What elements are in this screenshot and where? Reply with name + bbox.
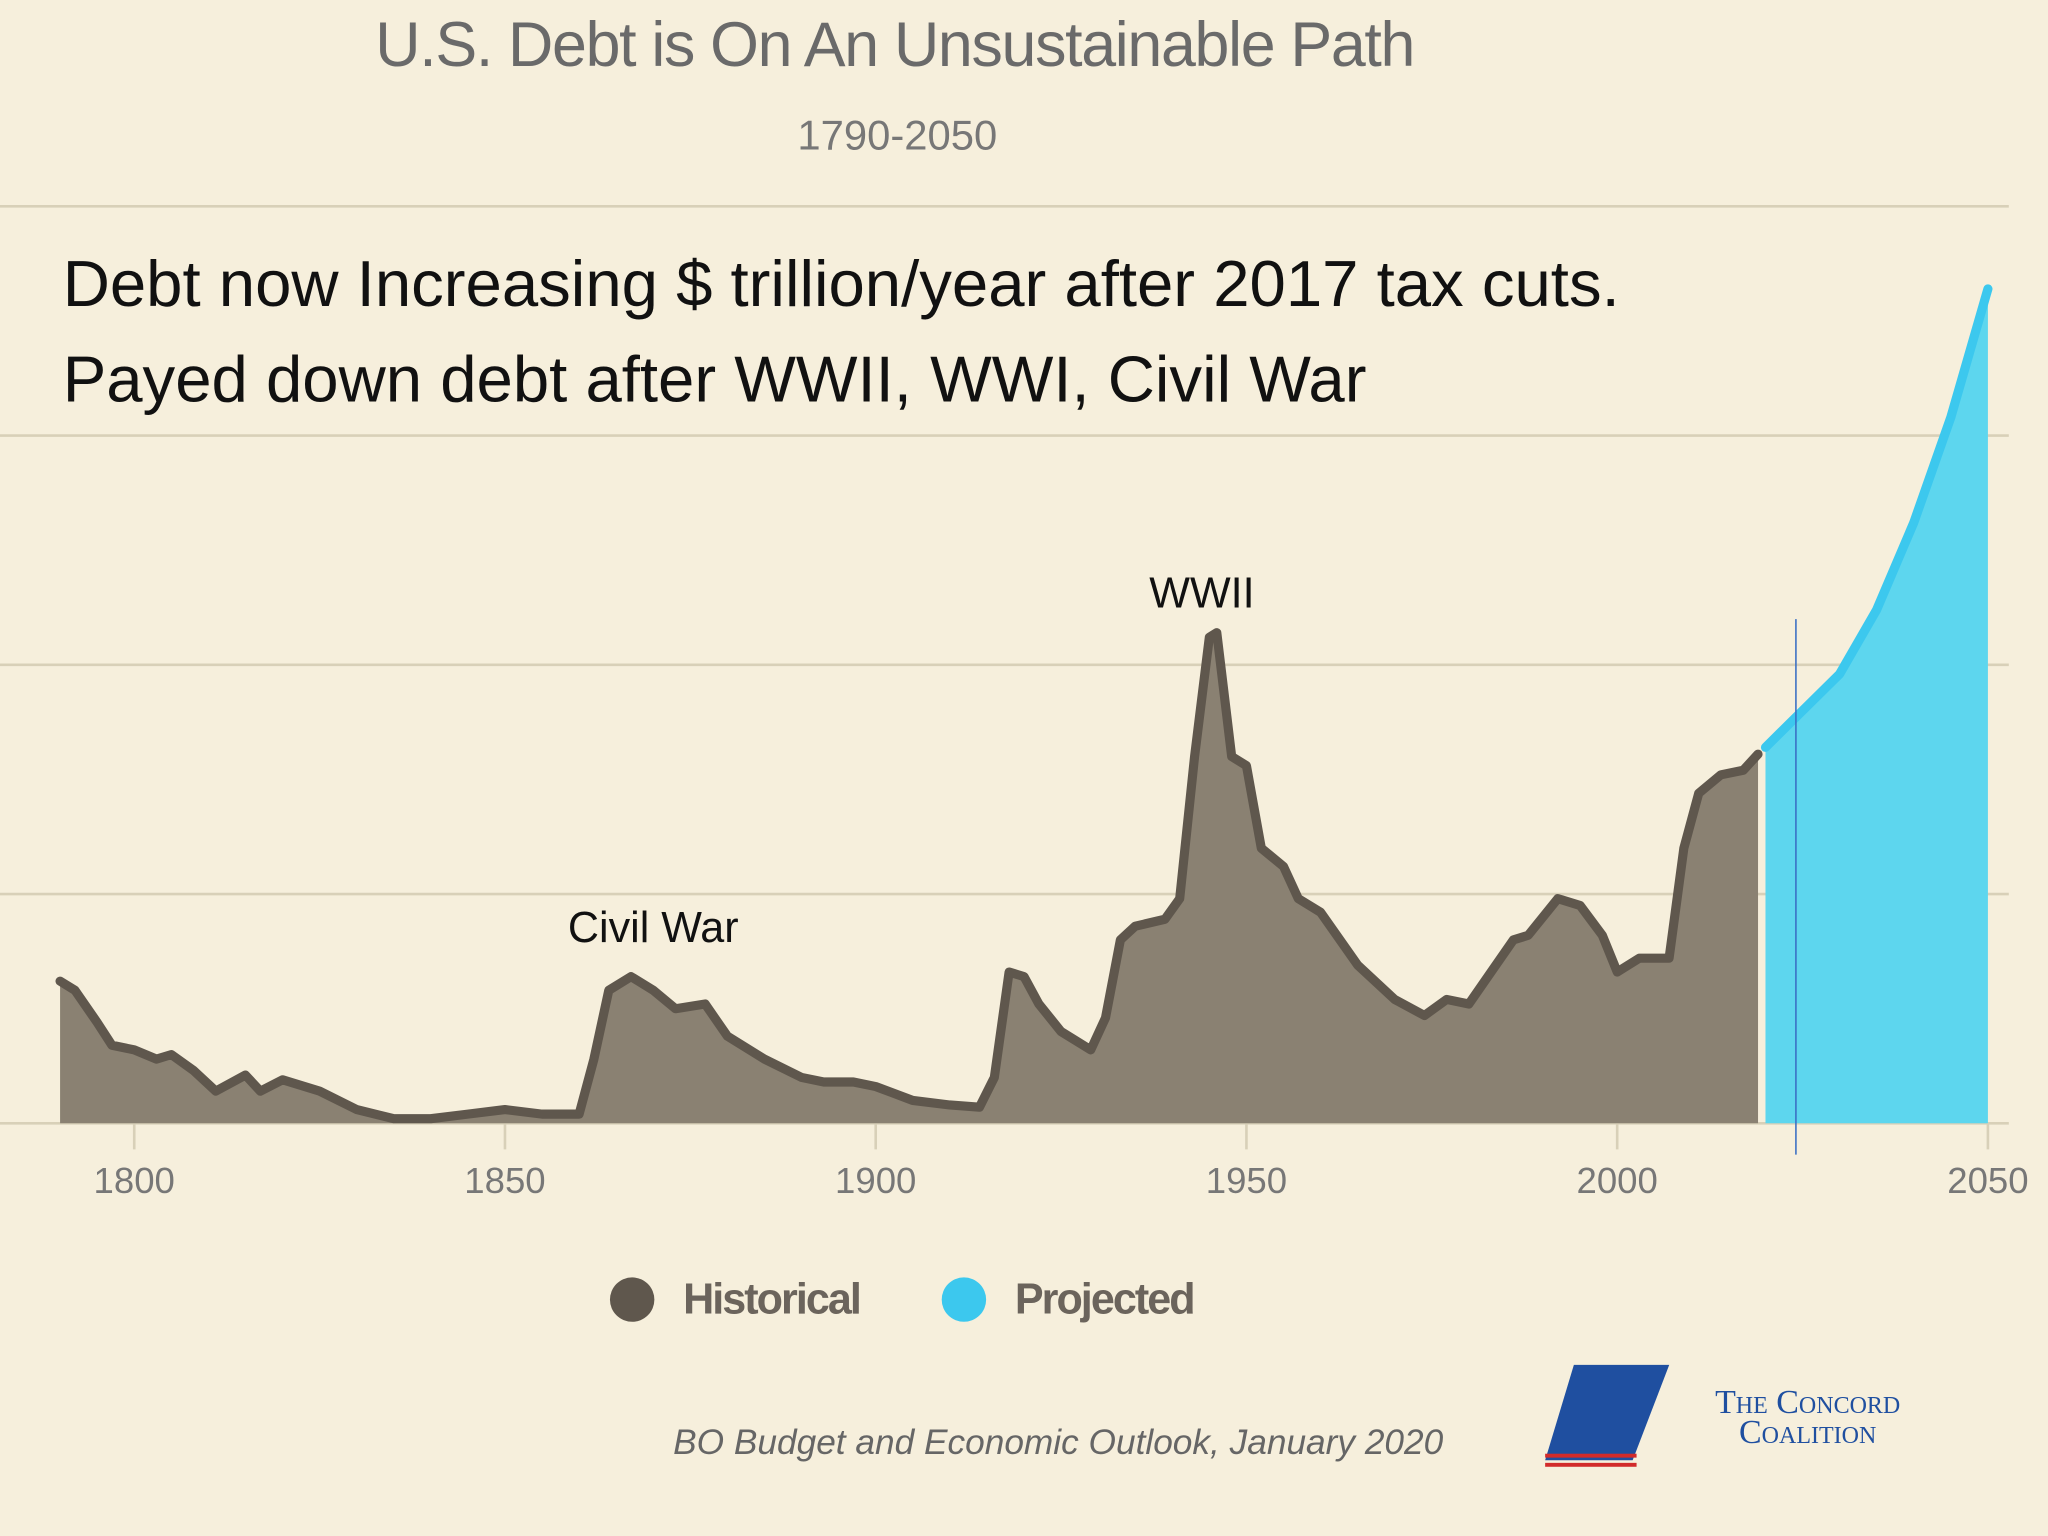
chart-subtitle: 1790-2050 <box>797 111 997 158</box>
logo-stripe <box>1545 1462 1637 1467</box>
x-tick-label: 1950 <box>1206 1160 1287 1201</box>
logo-text: Coalition <box>1739 1414 1876 1451</box>
x-tick-label: 1800 <box>94 1160 175 1201</box>
x-tick-label: 2000 <box>1577 1160 1658 1201</box>
x-tick-label: 1900 <box>835 1160 916 1201</box>
area <box>60 632 1759 1124</box>
legend-swatch <box>941 1277 987 1322</box>
headline: Payed down debt after WWII, WWI, Civil W… <box>63 342 1367 415</box>
source: BO Budget and Economic Outlook, January … <box>673 1423 1443 1462</box>
headline: Debt now Increasing $ trillion/year afte… <box>63 247 1620 320</box>
line <box>55 628 1763 1124</box>
plot <box>55 284 1993 1124</box>
logo: The Concord Coalition <box>1545 1364 1900 1467</box>
logo-shape <box>1545 1364 1670 1461</box>
overlay: 1800 1850 1900 1950 2000 2050 Historical Projec… <box>63 247 2029 1324</box>
logo-text: The Concord <box>1715 1384 1900 1421</box>
x-tick-label: 2050 <box>1947 1160 2028 1201</box>
annotation: Civil War <box>568 904 739 952</box>
chart-title: U.S. Debt is On An Unsustainable Path <box>375 10 1414 80</box>
legend-label: Historical <box>683 1276 860 1324</box>
legend-label: Projected <box>1015 1276 1194 1324</box>
legend-swatch <box>609 1277 655 1322</box>
line <box>1760 284 1993 752</box>
area <box>1765 288 1988 1124</box>
annotation: WWII <box>1149 569 1254 617</box>
logo-stripe <box>1545 1453 1637 1458</box>
x-tick-label: 1850 <box>464 1160 545 1201</box>
